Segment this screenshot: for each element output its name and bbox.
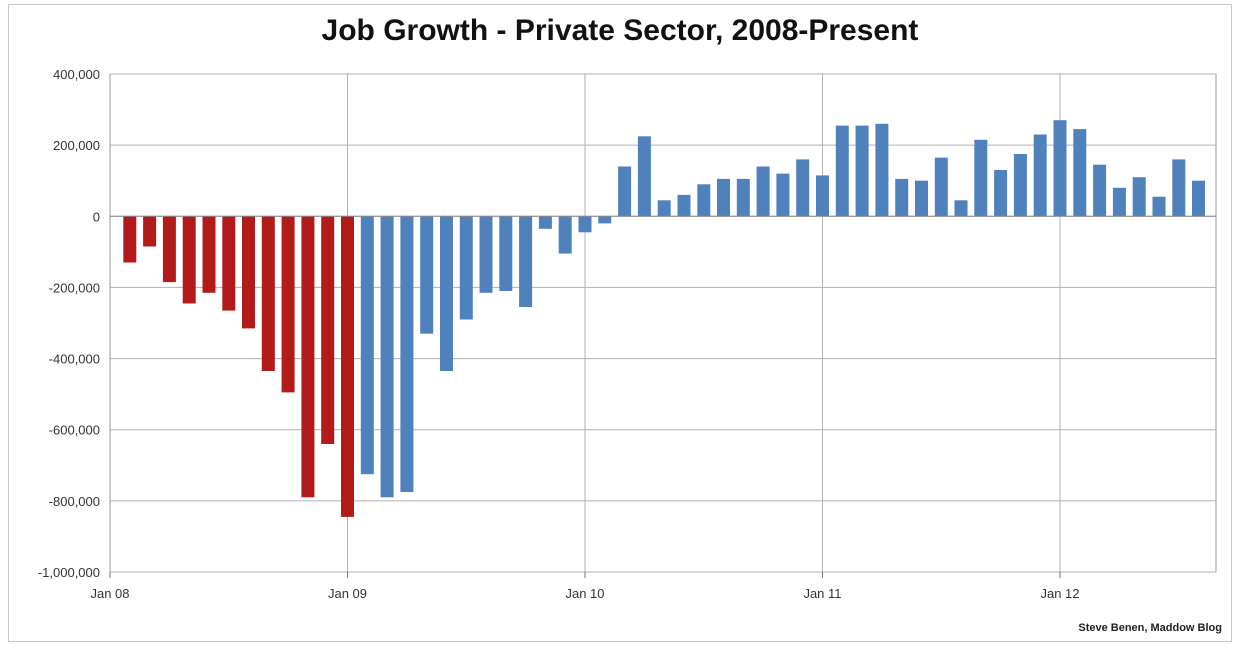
bar	[1013, 154, 1027, 217]
bar	[202, 216, 216, 293]
x-tick-label: Jan 12	[1040, 586, 1079, 601]
bar	[1172, 159, 1186, 217]
bar	[380, 216, 394, 498]
bar	[143, 216, 157, 247]
bar	[400, 216, 414, 493]
bar	[776, 173, 790, 217]
bar	[796, 159, 810, 217]
bar	[1053, 120, 1067, 217]
bar	[281, 216, 295, 393]
bar	[835, 125, 849, 217]
bar	[895, 178, 909, 217]
bar	[994, 170, 1008, 217]
bar	[182, 216, 196, 304]
plot-area	[109, 73, 1217, 573]
chart-title: Job Growth - Private Sector, 2008-Presen…	[321, 14, 919, 47]
bar	[816, 175, 829, 217]
bar	[222, 216, 236, 311]
bar	[875, 123, 889, 217]
bar	[341, 216, 354, 517]
bar	[736, 178, 750, 217]
bar	[360, 216, 374, 475]
bar	[1073, 129, 1087, 217]
y-tick-label: 400,000	[53, 67, 100, 82]
bar	[321, 216, 335, 444]
bar	[538, 216, 552, 229]
bar	[479, 216, 493, 293]
y-tick-label: -800,000	[49, 494, 100, 509]
bar	[123, 216, 137, 263]
bar	[855, 125, 869, 217]
bar	[954, 200, 968, 217]
bar	[637, 136, 651, 217]
bar	[756, 166, 770, 217]
bar	[440, 216, 453, 371]
bar	[598, 216, 612, 224]
x-tick-label: Jan 08	[90, 586, 129, 601]
bar	[1132, 177, 1146, 217]
chart-frame	[8, 4, 1232, 642]
y-tick-label: -200,000	[49, 280, 100, 295]
y-tick-label: 0	[93, 209, 100, 224]
bar	[697, 184, 711, 217]
bar	[499, 216, 513, 291]
bar	[242, 216, 255, 329]
y-tick-label: -400,000	[49, 352, 100, 367]
x-tick-label: Jan 10	[565, 586, 604, 601]
bar	[677, 194, 691, 217]
bar	[558, 216, 572, 254]
bar	[420, 216, 434, 334]
chart-credit: Steve Benen, Maddow Blog	[1078, 622, 1222, 634]
bar	[162, 216, 176, 283]
bar	[618, 166, 632, 217]
bar	[578, 216, 592, 233]
bar	[1112, 187, 1126, 217]
y-tick-label: -1,000,000	[38, 565, 100, 580]
bar	[934, 157, 948, 217]
bar	[974, 139, 988, 217]
bar	[1192, 180, 1205, 217]
bar	[261, 216, 275, 371]
bar	[459, 216, 473, 320]
y-tick-label: 200,000	[53, 138, 100, 153]
bar	[717, 178, 730, 217]
bar	[301, 216, 315, 498]
x-tick-label: Jan 09	[328, 586, 367, 601]
bar	[657, 200, 671, 217]
x-tick-label: Jan 11	[803, 586, 841, 601]
bar	[519, 216, 533, 307]
bar	[915, 180, 928, 217]
bar	[1033, 134, 1047, 217]
bar	[1152, 196, 1166, 217]
bar	[1093, 164, 1107, 217]
y-tick-label: -600,000	[49, 423, 100, 438]
